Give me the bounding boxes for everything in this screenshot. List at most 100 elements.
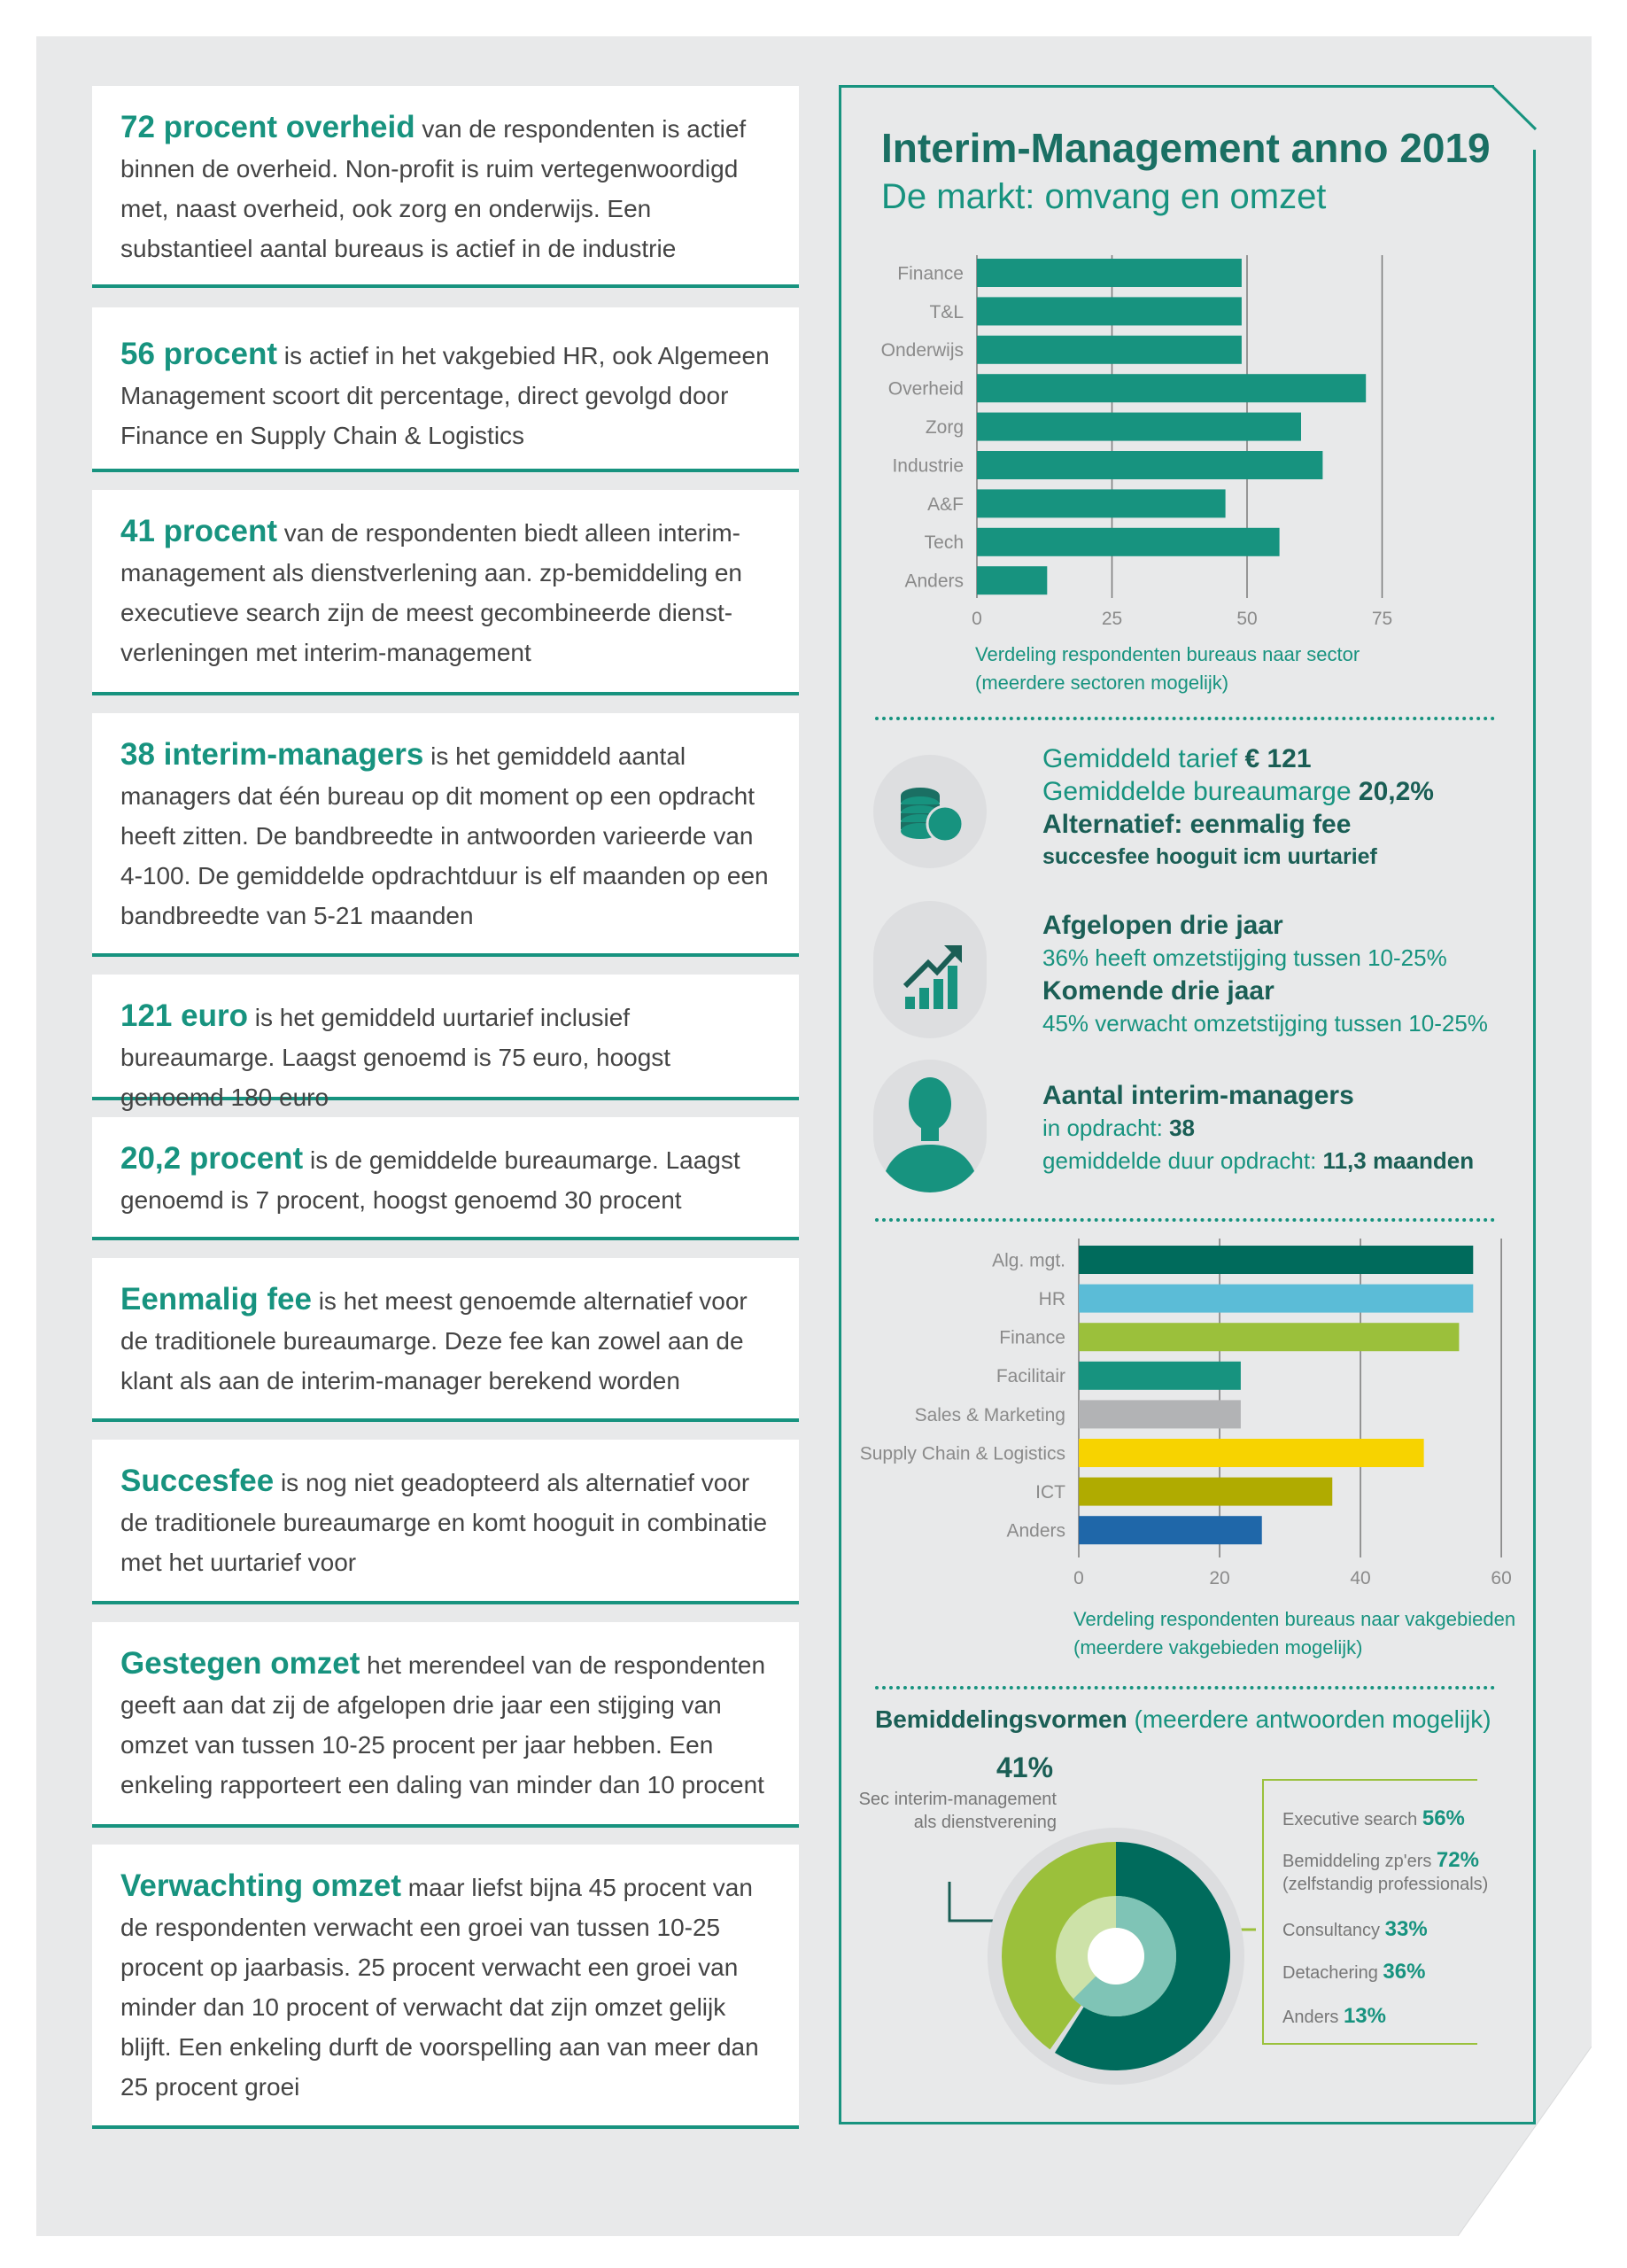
right-panel-top-border (839, 85, 1494, 88)
legend-label: Consultancy (1282, 1921, 1381, 1940)
donut-inner-segment (1073, 1896, 1176, 2016)
category-label: HR (1039, 1289, 1065, 1309)
bar (977, 412, 1301, 441)
bemiddeling-legend (1262, 1779, 1477, 2045)
omzet-stats: Afgelopen drie jaar 36% heeft omzetstijg… (1042, 909, 1488, 1040)
vak-caption-line-1: Verdeling respondenten bureaus naar vakg… (1073, 1608, 1516, 1630)
category-label: Overheid (888, 379, 964, 400)
legend-label: Anders (1282, 2008, 1339, 2027)
card-highlight: 56 procent (120, 337, 277, 371)
donut-rings (988, 1828, 1244, 2085)
future-text: 45% verwacht omzetstijging tussen 10-25% (1042, 1010, 1488, 1037)
person-icon (873, 1060, 987, 1192)
bar (1079, 1400, 1241, 1429)
bar (1079, 1439, 1424, 1467)
x-tick-label: 0 (972, 609, 982, 629)
category-label: Sales & Marketing (915, 1405, 1065, 1425)
tarief-label: Gemiddeld tarief (1042, 744, 1245, 773)
legend-value: 56% (1422, 1806, 1465, 1830)
stat-card-eenmalig-fee: Eenmalig fee is het meest genoemde alter… (92, 1258, 799, 1422)
vak-caption-line-2: (meerdere vakgebieden mogelijk) (1073, 1636, 1363, 1658)
legend-executive-search: Executive search 56% (1282, 1807, 1465, 1831)
stat-card-bureaumarge: 20,2 procent is de gemiddelde bureaumarg… (92, 1117, 799, 1240)
card-text: van de respondenten is actief binnen de … (120, 115, 747, 262)
category-label: ICT (1035, 1482, 1065, 1503)
bar (1079, 1516, 1262, 1545)
bar (977, 489, 1226, 518)
legend-bemiddeling-zp: Bemiddeling zp'ers 72% (zelfstandig profe… (1282, 1849, 1488, 1896)
bar (977, 451, 1323, 479)
card-highlight: 72 procent overheid (120, 110, 415, 144)
bar (977, 335, 1242, 364)
alternatief-title: Alternatief: eenmalig fee (1042, 810, 1352, 839)
bar (1079, 1284, 1474, 1313)
card-highlight: 121 euro (120, 998, 248, 1033)
stat-card-hr: 56 procent is actief in het vakgebied HR… (92, 307, 799, 472)
card-text: is de gemiddelde bureaumarge. Laagst gen… (120, 1146, 740, 1214)
category-label: Industrie (892, 455, 964, 476)
bemiddeling-note: (meerdere antwoorden mogelijk) (1127, 1705, 1491, 1733)
card-highlight: Succesfee (120, 1464, 275, 1498)
legend-value: 36% (1383, 1960, 1426, 1984)
category-label: Anders (1006, 1521, 1065, 1542)
donut-big-value: 41% (996, 1751, 1054, 1783)
page-fold-corner (1458, 2047, 1592, 2236)
legend-label: Detachering (1282, 1963, 1378, 1983)
page-subtitle: De markt: omvang en omzet (881, 177, 1327, 216)
vakgebied-chart-caption: Verdeling respondenten bureaus naar vakg… (1073, 1605, 1515, 1662)
right-panel-frame (839, 85, 1536, 2124)
category-label: Alg. mgt. (992, 1250, 1065, 1270)
category-label: Onderwijs (881, 340, 964, 361)
card-highlight: 41 procent (120, 514, 277, 548)
category-label: A&F (927, 494, 964, 515)
card-text: is het meest genoemde alternatief voor d… (120, 1287, 748, 1394)
bemiddeling-title-bold: Bemiddelingsvormen (875, 1705, 1127, 1733)
x-tick-label: 25 (1102, 609, 1122, 629)
card-highlight: Eenmalig fee (120, 1282, 312, 1317)
legend-value: 13% (1343, 2004, 1386, 2028)
bar (1079, 1361, 1241, 1390)
category-label: T&L (929, 302, 964, 322)
bar (1079, 1246, 1474, 1274)
donut-big-label-line-1: Sec interim-management (858, 1790, 1057, 1809)
page-title: Interim-Management anno 2019 (881, 125, 1491, 171)
card-highlight: 20,2 procent (120, 1141, 304, 1176)
category-label: Zorg (926, 417, 964, 438)
tarief-line: Gemiddeld tarief € 121 (1042, 742, 1434, 775)
bar (977, 527, 1280, 556)
stat-card-verwachting-omzet: Verwachting omzet maar liefst bijna 45 p… (92, 1845, 799, 2129)
legend-sublabel: (zelfstandig professionals) (1282, 1875, 1489, 1894)
vakgebied-bar-chart: 0 20 40 60 Alg. mgt. HR Finance Facilitair Sales… (860, 1239, 1512, 1586)
legend-label: Executive search (1282, 1810, 1418, 1829)
stat-card-gestegen-omzet: Gestegen omzet het merendeel van de resp… (92, 1622, 799, 1828)
managers-title: Aantal interim-managers (1042, 1081, 1354, 1110)
sector-chart-caption: Verdeling respondenten bureaus naar sect… (975, 641, 1360, 697)
stat-card-managers: 38 interim-managers is het gemiddeld aan… (92, 713, 799, 957)
past-title: Afgelopen drie jaar (1042, 911, 1283, 940)
x-tick-label: 60 (1491, 1568, 1511, 1586)
growth-chart-icon (873, 901, 987, 1038)
category-label: Tech (925, 532, 964, 553)
legend-label: Bemiddeling zp'ers (1282, 1852, 1432, 1871)
opdracht-value: 38 (1169, 1115, 1196, 1141)
card-highlight: Verwachting omzet (120, 1868, 402, 1903)
card-text: is nog niet geadopteerd als alternatief … (120, 1469, 768, 1576)
dotted-divider (875, 1686, 1495, 1689)
past-text: 36% heeft omzetstijging tussen 10-25% (1042, 944, 1447, 971)
x-tick-label: 20 (1209, 1568, 1229, 1586)
category-label: Anders (904, 571, 964, 592)
sector-bar-chart: 0 25 50 75 Finance T&L Onderwijs Overheid Zorg In… (881, 255, 1392, 629)
right-panel-corner-mask (1533, 85, 1538, 150)
duur-value: 11,3 maanden (1322, 1147, 1475, 1174)
category-label: Finance (897, 263, 964, 284)
legend-value: 33% (1384, 1917, 1428, 1941)
sector-caption-line-2: (meerdere sectoren mogelijk) (975, 672, 1229, 694)
card-text: is het gemiddeld aantal managers dat één… (120, 742, 769, 929)
opdracht-label: in opdracht: (1042, 1115, 1170, 1141)
category-label: Supply Chain & Logistics (860, 1443, 1065, 1464)
x-tick-label: 0 (1073, 1568, 1084, 1586)
legend-value: 72% (1436, 1848, 1479, 1872)
tarief-stats: Gemiddeld tarief € 121 Gemiddelde bureau… (1042, 742, 1434, 874)
opdracht-line: in opdracht: 38 (1042, 1112, 1474, 1145)
duur-line: gemiddelde duur opdracht: 11,3 maanden (1042, 1145, 1474, 1177)
